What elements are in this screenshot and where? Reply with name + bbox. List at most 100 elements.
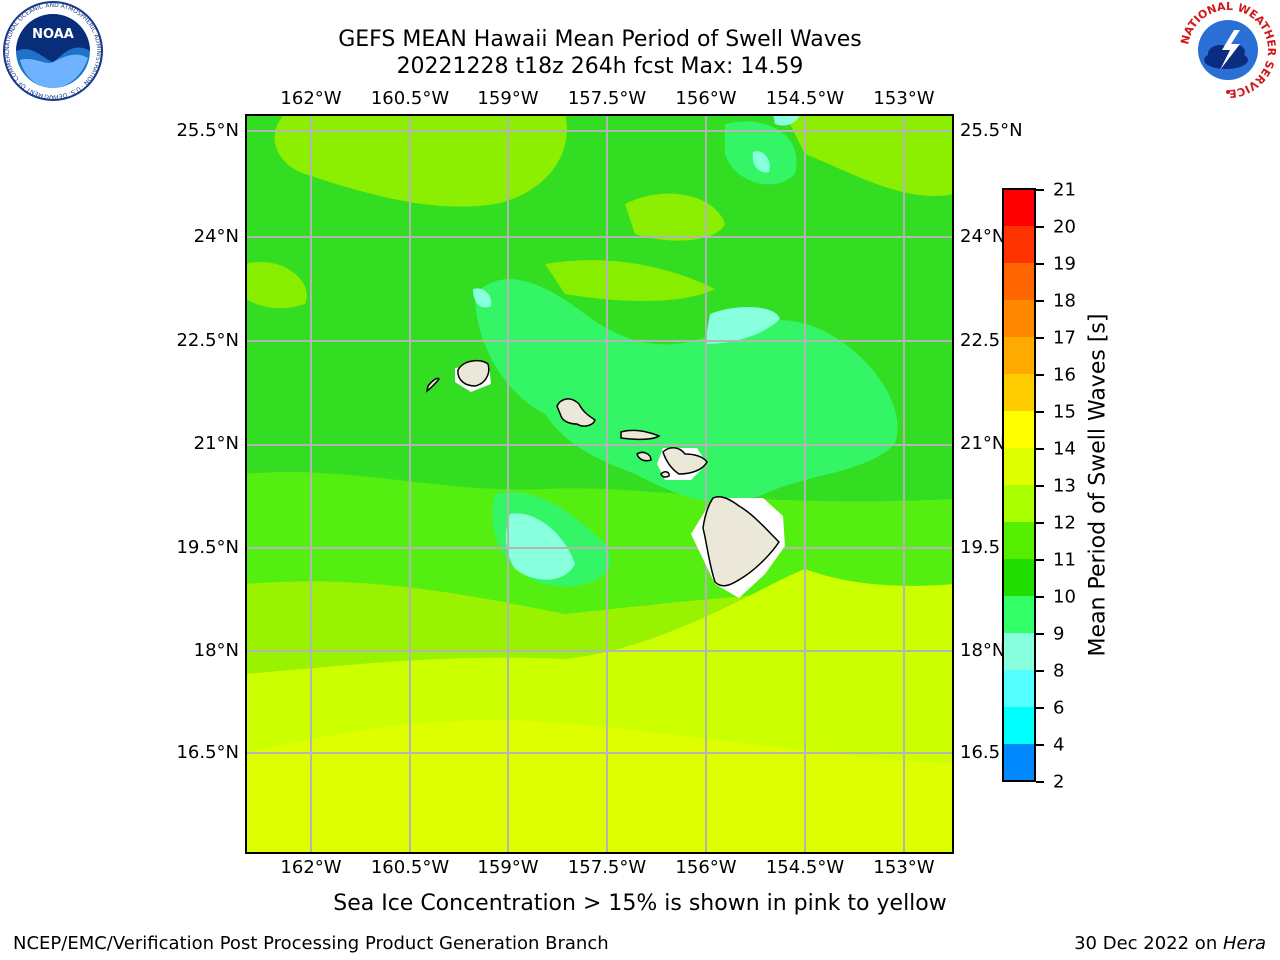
colorbar-cell xyxy=(1003,485,1035,523)
colorbar-tick-label: 20 xyxy=(1053,216,1076,238)
colorbar-cell xyxy=(1003,448,1035,486)
field-patch-lime xyxy=(245,262,307,309)
lon-label-top: 160.5°W xyxy=(370,88,450,109)
lat-label-right: 19.5 xyxy=(960,537,1001,558)
colorbar-tick-mark xyxy=(1036,670,1044,672)
lat-label-right: 25.5°N xyxy=(960,120,1023,141)
colorbar-tick-mark xyxy=(1036,596,1044,598)
colorbar-tick-mark xyxy=(1036,263,1044,265)
lat-label-left: 24°N xyxy=(193,226,239,247)
field-patch-lime xyxy=(625,193,725,241)
field-patch-aqua xyxy=(505,513,575,580)
colorbar-tick-label: 12 xyxy=(1053,512,1076,534)
lat-label-right: 24°N xyxy=(960,226,1006,247)
lon-label-top: 162°W xyxy=(280,88,342,109)
island-niihau xyxy=(425,377,441,393)
lat-label-right: 18°N xyxy=(960,640,1006,661)
lat-label-left: 25.5°N xyxy=(176,120,239,141)
colorbar-tick-mark xyxy=(1036,374,1044,376)
footer-date-text: 30 Dec 2022 on xyxy=(1074,933,1223,954)
field-patch-lime xyxy=(545,260,715,301)
nws-logo: NATIONAL WEATHER SERVICE xyxy=(1178,0,1278,100)
colorbar-tick-label: 11 xyxy=(1053,549,1076,571)
colorbar-tick-label: 18 xyxy=(1053,290,1076,312)
colorbar-tick-mark xyxy=(1036,448,1044,450)
field-patch-lime xyxy=(785,114,954,196)
colorbar-tick-mark xyxy=(1036,559,1044,561)
colorbar-tick-label: 4 xyxy=(1053,734,1065,756)
field-patch-mint xyxy=(475,279,898,503)
colorbar-tick-mark xyxy=(1036,226,1044,228)
colorbar-tick-label: 10 xyxy=(1053,586,1076,608)
colorbar-cell xyxy=(1003,744,1035,782)
colorbar-cell xyxy=(1003,226,1035,264)
colorbar-tick-mark xyxy=(1036,522,1044,524)
colorbar-tick-mark xyxy=(1036,485,1044,487)
field-patch-lime xyxy=(274,114,567,207)
island-lanai xyxy=(636,451,652,462)
lon-label-top: 154.5°W xyxy=(765,88,845,109)
colorbar-tick-label: 17 xyxy=(1053,327,1076,349)
island-kahoolawe xyxy=(660,471,670,478)
colorbar-tick-mark xyxy=(1036,189,1044,191)
colorbar-tick-mark xyxy=(1036,781,1044,783)
colorbar-tick-mark xyxy=(1036,744,1044,746)
lat-label-left: 18°N xyxy=(193,640,239,661)
hawaiian-islands xyxy=(425,359,785,598)
colorbar-tick-label: 2 xyxy=(1053,771,1065,793)
colorbar-tick-label: 14 xyxy=(1053,438,1076,460)
island-maui xyxy=(662,447,708,475)
island-hawaii xyxy=(702,495,780,587)
lon-label-top: 156°W xyxy=(675,88,737,109)
colorbar-tick-mark xyxy=(1036,337,1044,339)
swell-period-map xyxy=(245,114,954,854)
lon-label-bottom: 156°W xyxy=(675,857,737,878)
noaa-logo-text: NOAA xyxy=(32,27,74,42)
colorbar-cell xyxy=(1003,263,1035,301)
noaa-logo: NATIONAL OCEANIC AND ATMOSPHERIC ADMINIS… xyxy=(2,0,103,101)
lon-label-bottom: 153°W xyxy=(873,857,935,878)
colorbar-cell xyxy=(1003,633,1035,671)
footer-host: Hera xyxy=(1222,933,1266,954)
colorbar-cell xyxy=(1003,337,1035,375)
colorbar-cell xyxy=(1003,411,1035,449)
colorbar-cell xyxy=(1003,559,1035,597)
lat-label-right: 16.5 xyxy=(960,742,1001,763)
lon-label-bottom: 157.5°W xyxy=(567,857,647,878)
colorbar-cell xyxy=(1003,189,1035,227)
colorbar-tick-mark xyxy=(1036,633,1044,635)
colorbar-tick-label: 6 xyxy=(1053,697,1065,719)
colorbar-tick-label: 9 xyxy=(1053,623,1065,645)
footer-date: 30 Dec 2022 on Hera xyxy=(1074,933,1266,954)
field-patch-aqua xyxy=(705,307,780,344)
colorbar-tick-label: 15 xyxy=(1053,401,1076,423)
chart-subtitle: 20221228 t18z 264h fcst Max: 14.59 xyxy=(396,54,804,79)
field-patch-aqua xyxy=(773,114,800,126)
colorbar-label: Mean Period of Swell Waves [s] xyxy=(1085,313,1111,657)
lon-label-top: 157.5°W xyxy=(567,88,647,109)
lon-label-top: 159°W xyxy=(477,88,539,109)
colorbar-tick-mark xyxy=(1036,411,1044,413)
colorbar-cell xyxy=(1003,670,1035,708)
colorbar-cell xyxy=(1003,374,1035,412)
colorbar-tick-mark xyxy=(1036,707,1044,709)
colorbar-tick-label: 8 xyxy=(1053,660,1065,682)
colorbar-tick-mark xyxy=(1036,300,1044,302)
island-molokai xyxy=(620,429,661,441)
lat-label-right: 22.5 xyxy=(960,330,1001,351)
chart-title: GEFS MEAN Hawaii Mean Period of Swell Wa… xyxy=(338,27,862,52)
colorbar-cell xyxy=(1003,300,1035,338)
colorbar-cell xyxy=(1003,522,1035,560)
island-kauai xyxy=(457,359,490,387)
lat-label-left: 22.5°N xyxy=(176,330,239,351)
lon-label-bottom: 154.5°W xyxy=(765,857,845,878)
lon-label-bottom: 160.5°W xyxy=(370,857,450,878)
colorbar xyxy=(1002,188,1036,782)
colorbar-tick-label: 13 xyxy=(1053,475,1076,497)
colorbar-cell xyxy=(1003,596,1035,634)
lon-label-bottom: 162°W xyxy=(280,857,342,878)
lon-label-top: 153°W xyxy=(873,88,935,109)
lat-label-left: 19.5°N xyxy=(176,537,239,558)
lat-label-left: 16.5°N xyxy=(176,742,239,763)
island-oahu xyxy=(556,398,596,427)
